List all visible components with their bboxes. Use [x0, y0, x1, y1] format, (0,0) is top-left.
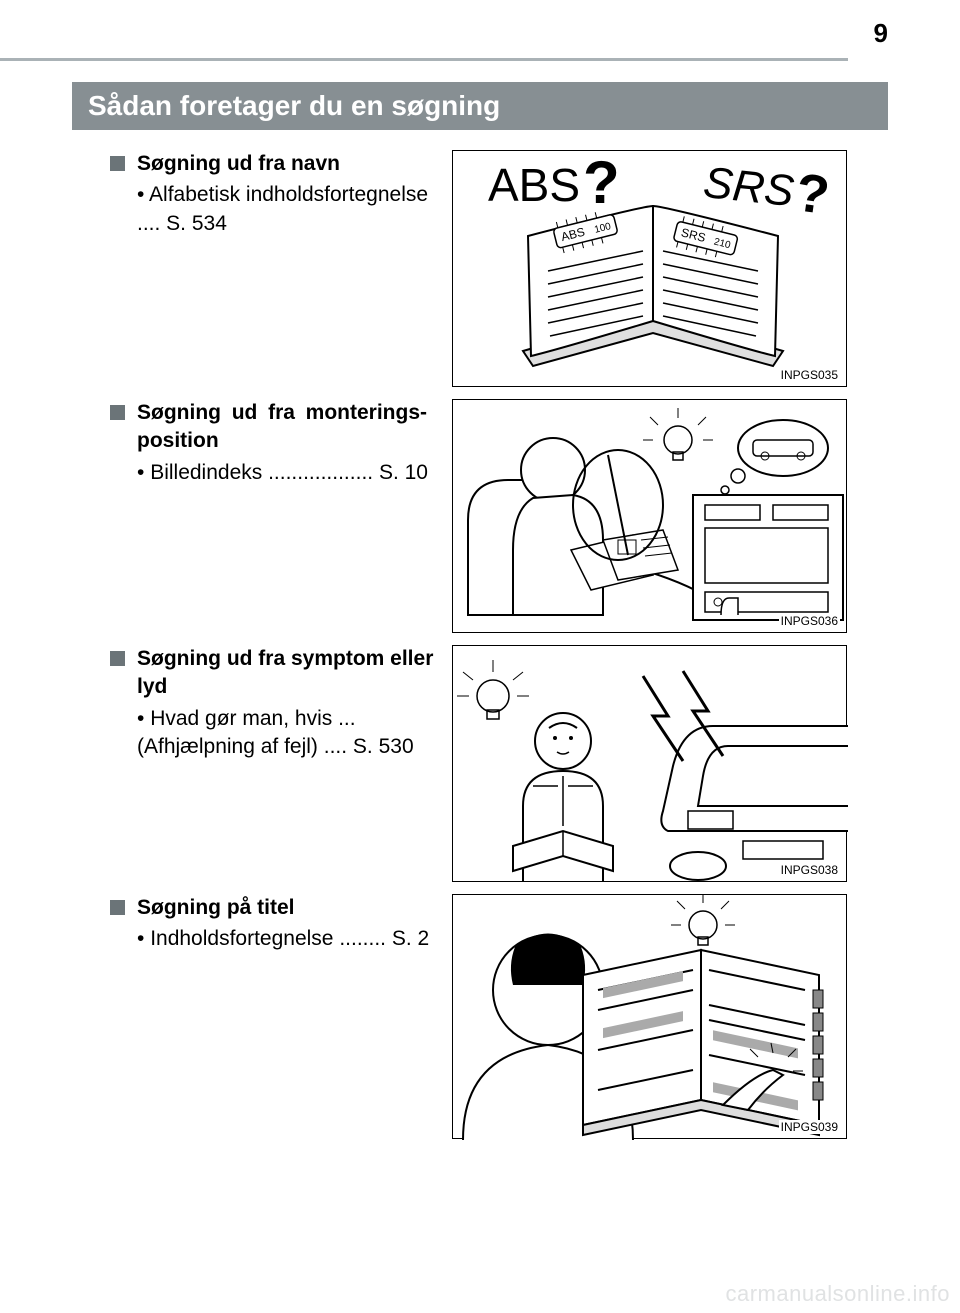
- figure-title: INPGS039: [452, 894, 847, 1139]
- svg-text:SRS: SRS: [701, 158, 796, 216]
- reading-index-icon: [453, 895, 848, 1140]
- section-symptom: Søgning ud fra symptom eller lyd • Hvad …: [110, 645, 888, 882]
- figure-caption: INPGS036: [779, 614, 840, 628]
- square-bullet: [110, 900, 125, 915]
- heading-name: Søgning ud fra navn: [137, 150, 340, 178]
- heading-symptom: Søgning ud fra symptom eller lyd: [137, 645, 442, 702]
- person-car-noise-icon: [453, 646, 848, 883]
- figure-caption: INPGS038: [779, 863, 840, 877]
- figure-caption: INPGS039: [779, 1120, 840, 1134]
- svg-text:ABS: ABS: [488, 159, 580, 211]
- content-area: Søgning ud fra navn • Alfabetisk indhold…: [110, 150, 888, 1151]
- section-title-search: Søgning på titel • Indholdsfortegnelse .…: [110, 894, 888, 1139]
- svg-text:?: ?: [792, 162, 833, 226]
- bullet-dot: •: [137, 927, 150, 950]
- figure-position: INPGS036: [452, 399, 847, 633]
- bullet-text-title: Indholdsfortegnelse ........ S. 2: [150, 927, 429, 950]
- page-number: 9: [874, 18, 888, 49]
- svg-text:?: ?: [583, 151, 620, 216]
- square-bullet: [110, 651, 125, 666]
- figure-caption: INPGS035: [779, 368, 840, 382]
- page-title-bar: Sådan foretager du en søgning: [72, 82, 888, 130]
- bullet-text-symptom: Hvad gør man, hvis ... (Afhjælpning af f…: [137, 707, 414, 758]
- figure-symptom: INPGS038: [452, 645, 847, 882]
- section-position: Søgning ud fra monterings-position • Bil…: [110, 399, 888, 633]
- bullet-dot: •: [137, 461, 150, 484]
- square-bullet: [110, 405, 125, 420]
- book-abs-srs-icon: ABS 100 SRS 210 ABS: [453, 151, 848, 388]
- heading-position: Søgning ud fra monterings-position: [137, 399, 427, 456]
- heading-title: Søgning på titel: [137, 894, 295, 922]
- figure-name: ABS 100 SRS 210 ABS: [452, 150, 847, 387]
- top-rule: [0, 58, 848, 61]
- square-bullet: [110, 156, 125, 171]
- bullet-dot: •: [137, 183, 149, 206]
- bullet-dot: •: [137, 707, 150, 730]
- watermark: carmanualsonline.info: [725, 1281, 950, 1307]
- driver-dashboard-icon: [453, 400, 848, 634]
- page-title: Sådan foretager du en søgning: [88, 90, 500, 121]
- section-name: Søgning ud fra navn • Alfabetisk indhold…: [110, 150, 888, 387]
- bullet-text-name: Alfabetisk indholdsfortegnelse .... S. 5…: [137, 183, 428, 234]
- bullet-text-position: Billedindeks .................. S. 10: [150, 461, 428, 484]
